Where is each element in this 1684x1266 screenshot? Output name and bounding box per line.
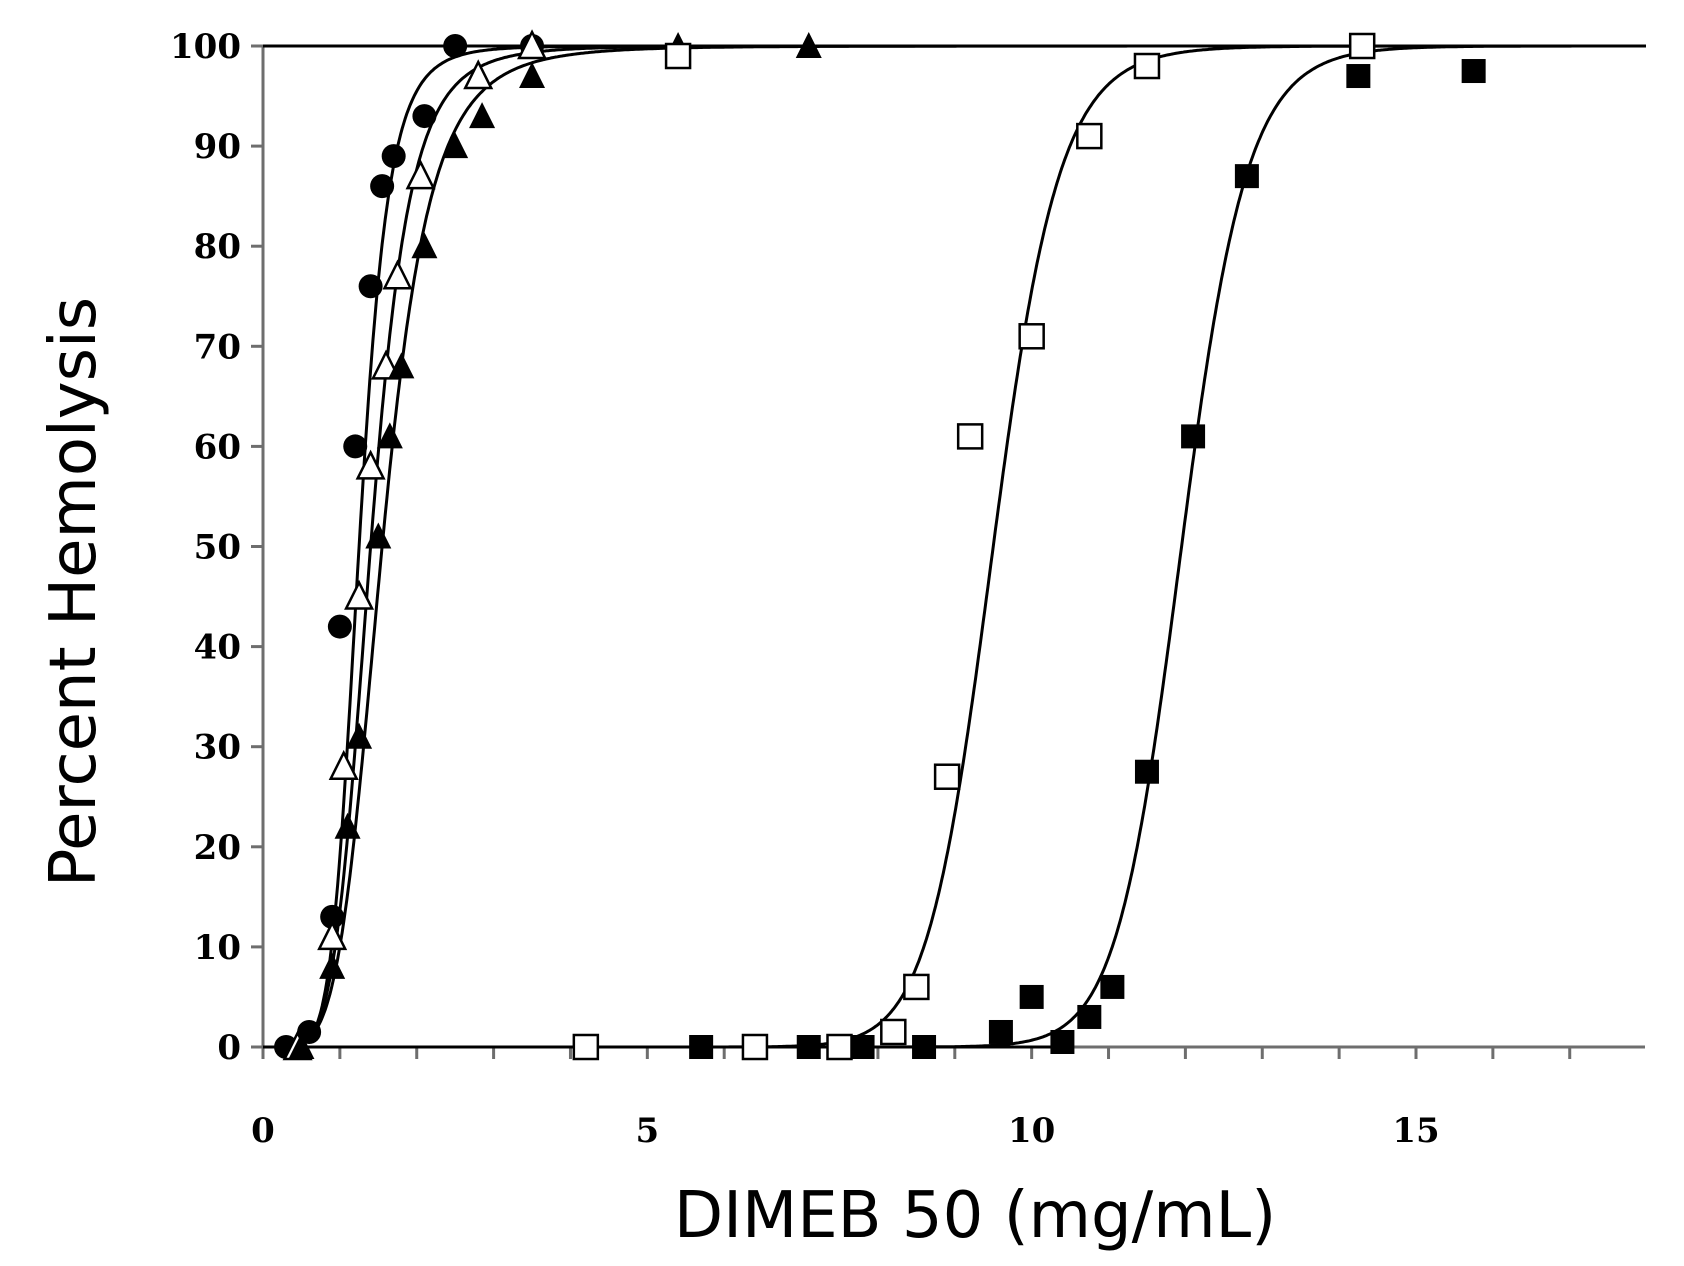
data-point-filled-triangle [346, 722, 373, 749]
data-point-filled-square [1346, 64, 1371, 89]
data-point-open-square [956, 423, 984, 450]
y-tick-label: 80 [194, 227, 241, 267]
y-tick-label: 50 [194, 528, 241, 568]
y-tick-label: 20 [194, 828, 241, 868]
data-point-open-square [572, 1033, 600, 1061]
data-point-filled-square [1100, 974, 1125, 999]
data-point-filled-triangle [442, 132, 469, 159]
data-point-open-triangle [382, 259, 413, 290]
x-axis-title: DIMEB 50 (mg/mL) [674, 1179, 1276, 1253]
data-point-open-square [903, 973, 930, 1001]
fit-curves [263, 44, 1646, 1049]
data-point-filled-triangle [519, 62, 546, 89]
data-point-filled-square [988, 1019, 1013, 1044]
x-tick-label: 5 [635, 1111, 659, 1151]
fit-curve [263, 44, 1646, 1049]
data-point-filled-circle [327, 614, 352, 639]
data-point-open-triangle [355, 449, 386, 480]
y-tick-label: 0 [217, 1028, 241, 1068]
data-point-filled-circle [412, 104, 437, 129]
data-point-filled-circle [320, 904, 345, 929]
data-points [274, 29, 1486, 1061]
data-point-open-triangle [344, 579, 375, 610]
fit-curve [263, 44, 1646, 1049]
data-point-open-square [664, 42, 692, 70]
data-point-open-square [826, 1033, 853, 1061]
data-point-filled-circle [381, 144, 406, 169]
data-point-filled-square [1019, 984, 1044, 1009]
data-point-open-square [741, 1033, 769, 1061]
y-tick-label: 40 [194, 628, 241, 668]
data-point-open-triangle [328, 749, 359, 780]
data-point-open-triangle [317, 920, 348, 951]
data-point-open-square [1076, 122, 1103, 150]
y-tick-label: 30 [194, 728, 241, 768]
data-point-filled-circle [358, 274, 383, 299]
data-point-open-square [880, 1018, 907, 1046]
data-point-filled-square [1134, 759, 1159, 784]
fit-curve [263, 44, 1646, 1049]
data-point-open-square [1133, 52, 1161, 80]
data-point-filled-triangle [288, 1033, 315, 1059]
data-point-filled-square [796, 1035, 821, 1059]
data-point-filled-square [850, 1035, 875, 1059]
data-point-filled-triangle [795, 32, 822, 58]
fit-curve [263, 44, 1646, 1049]
data-point-filled-square [912, 1035, 937, 1059]
data-point-filled-square [1077, 1004, 1102, 1029]
data-point-filled-square [1234, 164, 1259, 189]
data-point-open-square [1018, 323, 1045, 350]
data-point-filled-triangle [376, 422, 403, 449]
data-point-open-triangle [463, 59, 494, 90]
data-point-filled-triangle [411, 232, 438, 259]
data-point-open-square [1348, 32, 1376, 60]
y-tick-label: 100 [170, 27, 241, 67]
data-point-filled-triangle [365, 522, 392, 549]
data-point-filled-triangle [469, 102, 496, 129]
data-point-filled-circle [443, 34, 468, 58]
data-point-filled-triangle [334, 812, 361, 839]
data-point-filled-circle [370, 174, 395, 199]
y-axis-title: Percent Hemolysis [37, 297, 111, 887]
data-point-open-triangle [517, 29, 548, 60]
data-point-filled-square [689, 1035, 714, 1059]
y-tick-label: 70 [194, 327, 241, 367]
data-point-filled-square [1181, 424, 1206, 449]
data-point-open-triangle [405, 159, 436, 190]
data-point-filled-circle [343, 434, 368, 459]
fit-curve [263, 44, 1646, 1049]
data-point-filled-square [1461, 59, 1486, 84]
y-tick-label: 10 [194, 928, 241, 968]
x-tick-label: 10 [1008, 1111, 1055, 1151]
data-point-open-square [933, 763, 961, 790]
data-point-filled-triangle [388, 352, 415, 379]
data-point-filled-square [1050, 1029, 1075, 1054]
y-tick-label: 60 [194, 427, 241, 467]
y-tick-label: 90 [194, 127, 241, 167]
data-point-filled-triangle [319, 952, 346, 979]
x-tick-label: 0 [251, 1111, 275, 1151]
x-tick-label: 15 [1392, 1111, 1439, 1151]
